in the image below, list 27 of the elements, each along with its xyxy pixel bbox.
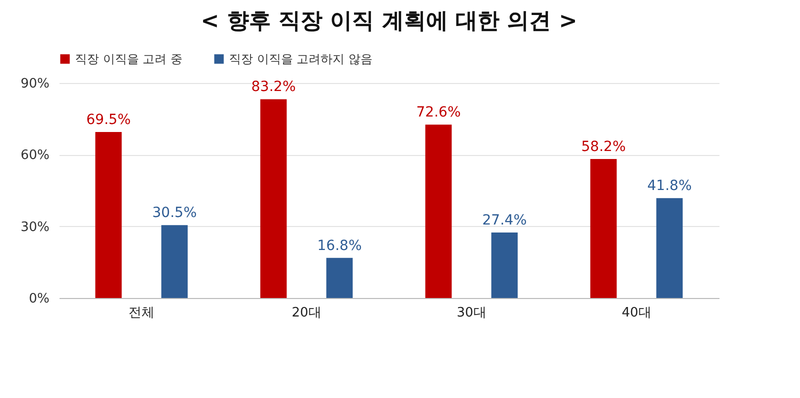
bar [425,124,452,298]
chart-title: < 향후 직장 이직 계획에 대한 의견 > [200,9,578,34]
bar [590,158,617,298]
y-tick-label: 0% [28,292,50,306]
data-label: 69.5% [86,112,131,128]
bar [326,258,353,298]
data-label: 72.6% [416,104,461,121]
x-tick-label: 40대 [622,306,652,320]
x-tick-label: 20대 [292,306,322,320]
y-tick-label: 30% [20,220,50,235]
x-tick-label: 30대 [456,306,486,320]
bar [95,132,122,298]
data-label: 41.8% [647,178,692,194]
legend-label: 직장 이직을 고려 중 [75,52,182,66]
data-label: 27.4% [482,212,527,229]
bar [161,225,188,298]
legend-label: 직장 이직을 고려하지 않음 [229,52,372,66]
data-label: 16.8% [317,238,362,254]
y-tick-label: 60% [20,148,50,164]
y-tick-label: 90% [20,76,50,92]
data-label: 83.2% [251,79,296,96]
bar [656,198,683,298]
data-label: 58.2% [581,138,626,155]
x-tick-label: 전체 [128,306,154,320]
bar [260,99,287,298]
bar [491,232,518,298]
data-label: 30.5% [152,205,197,222]
